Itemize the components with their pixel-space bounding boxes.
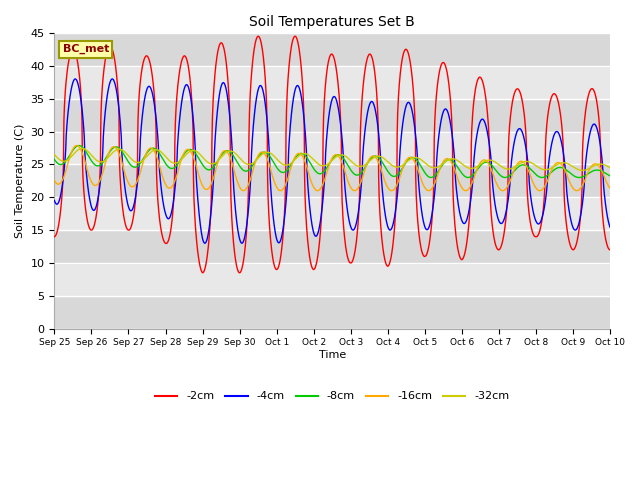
-2cm: [361, 69, 369, 75]
-32cm: [51, 152, 58, 157]
-32cm: [494, 161, 502, 167]
Bar: [54, 132, 610, 164]
-8cm: [494, 170, 502, 176]
-2cm: [254, 33, 262, 39]
Bar: [54, 197, 610, 230]
-8cm: [349, 169, 356, 175]
-8cm: [75, 143, 83, 148]
-32cm: [557, 160, 565, 166]
Bar: [54, 296, 610, 329]
-8cm: [606, 173, 614, 179]
-32cm: [579, 168, 586, 173]
Line: -32cm: -32cm: [54, 148, 610, 170]
-4cm: [201, 240, 209, 246]
Y-axis label: Soil Temperature (C): Soil Temperature (C): [15, 124, 25, 238]
Legend: -2cm, -4cm, -8cm, -16cm, -32cm: -2cm, -4cm, -8cm, -16cm, -32cm: [150, 387, 514, 406]
Bar: [54, 164, 610, 197]
-16cm: [205, 184, 213, 190]
-4cm: [606, 224, 614, 230]
-8cm: [573, 174, 580, 180]
-2cm: [349, 258, 356, 264]
-8cm: [361, 166, 369, 171]
-32cm: [349, 159, 356, 165]
-4cm: [557, 139, 565, 144]
-32cm: [78, 145, 86, 151]
-2cm: [557, 119, 565, 125]
Bar: [54, 263, 610, 296]
-16cm: [349, 187, 356, 192]
-2cm: [606, 247, 614, 252]
-16cm: [494, 183, 502, 189]
Line: -16cm: -16cm: [54, 145, 610, 191]
-2cm: [51, 234, 58, 240]
-4cm: [349, 227, 356, 233]
-32cm: [205, 160, 213, 166]
X-axis label: Time: Time: [319, 350, 346, 360]
-16cm: [73, 143, 81, 148]
Bar: [54, 230, 610, 263]
Bar: [54, 33, 610, 66]
Text: BC_met: BC_met: [63, 44, 109, 54]
-32cm: [361, 162, 369, 168]
-2cm: [205, 229, 213, 235]
-32cm: [573, 166, 580, 172]
Bar: [54, 66, 610, 99]
-4cm: [206, 220, 214, 226]
-4cm: [51, 198, 58, 204]
-16cm: [573, 188, 580, 193]
-32cm: [606, 165, 614, 170]
-4cm: [494, 216, 502, 221]
Title: Soil Temperatures Set B: Soil Temperatures Set B: [250, 15, 415, 29]
-2cm: [494, 247, 502, 252]
-16cm: [361, 168, 369, 174]
-16cm: [51, 178, 58, 183]
Line: -8cm: -8cm: [54, 145, 610, 178]
Bar: [54, 99, 610, 132]
-2cm: [199, 270, 207, 276]
-16cm: [573, 188, 580, 193]
-2cm: [573, 240, 580, 245]
-16cm: [557, 161, 565, 167]
Line: -4cm: -4cm: [54, 79, 610, 243]
-4cm: [573, 226, 580, 232]
-8cm: [205, 167, 213, 173]
-4cm: [72, 76, 79, 82]
-4cm: [361, 130, 369, 135]
-8cm: [575, 175, 583, 180]
Line: -2cm: -2cm: [54, 36, 610, 273]
-16cm: [606, 185, 614, 191]
-8cm: [557, 165, 565, 170]
-8cm: [51, 156, 58, 162]
